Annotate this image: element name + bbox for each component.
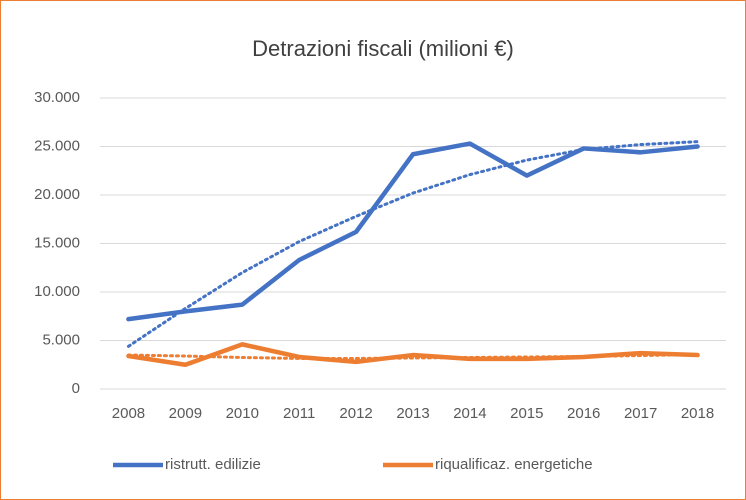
x-tick-label: 2014: [453, 405, 486, 422]
x-tick-label: 2012: [339, 405, 372, 422]
y-tick-label: 20.000: [34, 186, 80, 203]
y-tick-label: 25.000: [34, 137, 80, 154]
x-tick-label: 2008: [112, 405, 145, 422]
legend-label: riqualificaz. energetiche: [435, 456, 593, 473]
x-tick-label: 2018: [681, 405, 714, 422]
legend-label: ristrutt. edilizie: [165, 456, 261, 473]
chart-title: Detrazioni fiscali (milioni €): [252, 36, 514, 61]
y-tick-label: 30.000: [34, 89, 80, 106]
y-tick-label: 5.000: [42, 331, 80, 348]
x-tick-label: 2011: [283, 405, 315, 422]
y-tick-label: 0: [72, 380, 80, 397]
x-tick-label: 2013: [396, 405, 429, 422]
y-tick-label: 10.000: [34, 283, 80, 300]
x-tick-label: 2017: [624, 405, 657, 422]
x-tick-label: 2015: [510, 405, 543, 422]
x-tick-label: 2010: [226, 405, 259, 422]
x-tick-label: 2016: [567, 405, 600, 422]
trend-line: [126, 140, 700, 348]
y-tick-label: 15.000: [34, 234, 80, 251]
series-line: [126, 141, 700, 322]
x-tick-label: 2009: [169, 405, 202, 422]
series-line: [126, 342, 700, 367]
